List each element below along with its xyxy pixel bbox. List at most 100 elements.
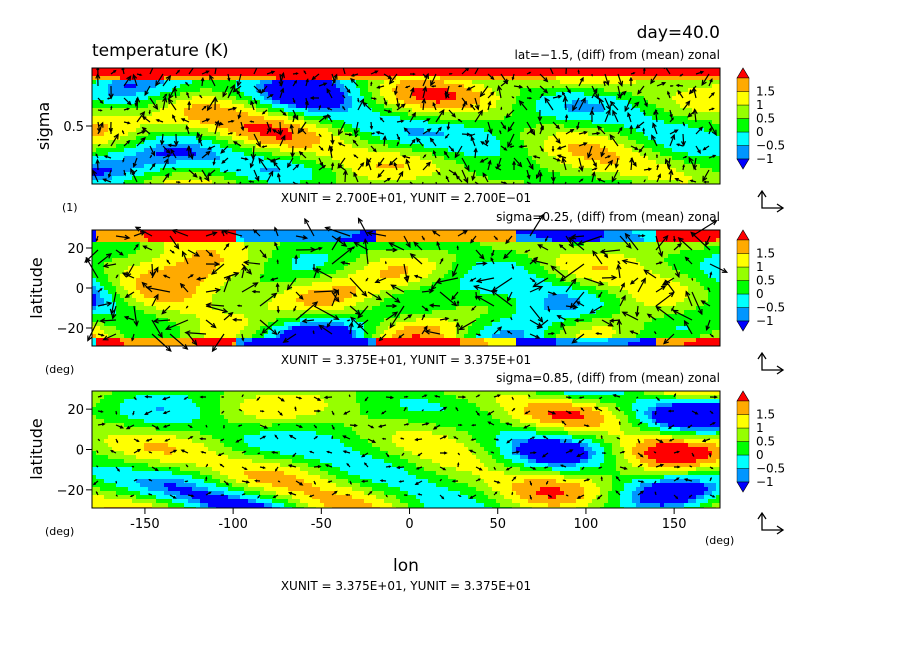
heatmap-cell — [268, 136, 273, 141]
heatmap-cell — [316, 104, 321, 109]
heatmap-cell — [668, 100, 673, 105]
heatmap-cell — [216, 176, 221, 181]
heatmap-cell — [160, 108, 165, 113]
heatmap-cell — [384, 148, 389, 153]
heatmap-cell — [304, 80, 309, 85]
heatmap-cell — [532, 148, 537, 153]
heatmap-cell — [696, 104, 701, 109]
heatmap-cell — [284, 116, 289, 121]
heatmap-cell — [468, 124, 473, 129]
heatmap-cell — [268, 72, 273, 77]
heatmap-cell — [248, 144, 253, 149]
heatmap-cell — [536, 104, 541, 109]
heatmap-cell — [544, 132, 549, 137]
heatmap-cell — [340, 96, 345, 101]
heatmap-cell — [180, 152, 185, 157]
heatmap-cell — [656, 92, 661, 97]
heatmap-cell — [304, 176, 309, 181]
heatmap-cell — [592, 180, 597, 184]
heatmap-cell — [556, 76, 561, 81]
heatmap-cell — [300, 68, 305, 73]
heatmap-cell — [200, 180, 205, 184]
heatmap-cell — [536, 120, 541, 125]
heatmap-cell — [216, 84, 221, 89]
heatmap-cell — [472, 120, 477, 125]
heatmap-cell — [584, 180, 589, 184]
heatmap-cell — [132, 96, 137, 101]
heatmap-cell — [104, 108, 109, 113]
heatmap-cell — [548, 100, 553, 105]
heatmap-cell — [140, 140, 145, 145]
heatmap-cell — [184, 148, 189, 153]
heatmap-cell — [604, 156, 609, 161]
heatmap-cell — [468, 112, 473, 117]
wind-vector — [578, 77, 584, 87]
heatmap-cell — [520, 84, 525, 89]
heatmap-cell — [660, 76, 665, 81]
heatmap-cell — [156, 140, 161, 145]
heatmap-cell — [236, 144, 241, 149]
heatmap-cell — [220, 156, 225, 161]
heatmap-cell — [460, 76, 465, 81]
heatmap-cell — [408, 176, 413, 181]
heatmap-cell — [704, 136, 709, 141]
heatmap-cell — [704, 104, 709, 109]
heatmap-cell — [104, 152, 109, 157]
heatmap-cell — [600, 108, 605, 113]
heatmap-cell — [216, 108, 221, 113]
heatmap-cell — [448, 160, 453, 165]
heatmap-cell — [656, 152, 661, 157]
heatmap-cell — [660, 132, 665, 137]
heatmap-cell — [268, 112, 273, 117]
heatmap-cell — [656, 180, 661, 184]
wind-vector-head — [504, 79, 509, 85]
heatmap-cell — [544, 180, 549, 184]
heatmap-cell — [252, 120, 257, 125]
wind-vector-head — [257, 88, 263, 94]
heatmap-cell — [112, 152, 117, 157]
heatmap-cell — [592, 108, 597, 113]
heatmap-cell — [696, 152, 701, 157]
heatmap-cell — [152, 172, 157, 177]
heatmap-cell — [248, 100, 253, 105]
heatmap-cell — [328, 128, 333, 133]
heatmap-cell — [216, 160, 221, 165]
heatmap-cell — [420, 108, 425, 113]
heatmap-cell — [540, 88, 545, 93]
heatmap-cell — [308, 104, 313, 109]
heatmap-cell — [572, 84, 577, 89]
heatmap-cell — [400, 156, 405, 161]
heatmap-cell — [324, 136, 329, 141]
heatmap-cell — [532, 152, 537, 157]
heatmap-cell — [176, 76, 181, 81]
heatmap-cell — [408, 104, 413, 109]
heatmap-cell — [340, 84, 345, 89]
wind-vector — [297, 121, 307, 134]
heatmap-cell — [196, 80, 201, 85]
heatmap-cell — [408, 172, 413, 177]
wind-vector-head — [200, 76, 205, 82]
heatmap-cell — [520, 168, 525, 173]
heatmap-cell — [92, 168, 97, 173]
heatmap-cell — [364, 144, 369, 149]
heatmap-cell — [540, 180, 545, 184]
heatmap-cell — [596, 80, 601, 85]
wind-vector — [578, 97, 586, 111]
heatmap-cell — [696, 88, 701, 93]
heatmap-cell — [640, 120, 645, 125]
heatmap-cell — [364, 68, 369, 73]
heatmap-cell — [496, 80, 501, 85]
heatmap-cell — [572, 72, 577, 77]
heatmap-cell — [244, 88, 249, 93]
wind-vector-head — [701, 79, 707, 87]
heatmap-cell — [552, 124, 557, 129]
heatmap-cell — [428, 168, 433, 173]
heatmap-cell — [216, 164, 221, 169]
heatmap-cell — [224, 176, 229, 181]
heatmap-cell — [548, 96, 553, 101]
heatmap-cell — [328, 176, 333, 181]
heatmap-cell — [472, 104, 477, 109]
heatmap-cell — [472, 160, 477, 165]
heatmap-cell — [320, 76, 325, 81]
heatmap-cell — [116, 128, 121, 133]
